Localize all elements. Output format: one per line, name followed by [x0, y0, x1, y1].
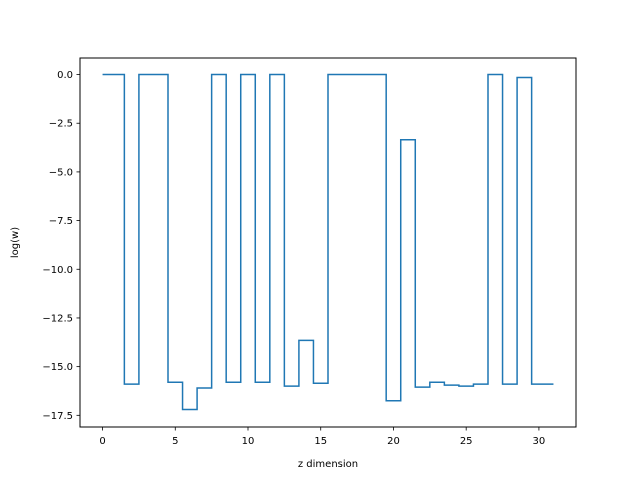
y-axis-label: log(w) [10, 227, 21, 258]
x-tick-label: 20 [387, 436, 400, 447]
series-line-0 [102, 73, 554, 411]
y-tick-label: −7.5 [49, 216, 73, 227]
y-tick-label: −15.0 [42, 362, 73, 373]
x-tick-label: 10 [242, 436, 255, 447]
x-axis: 0 5 10 15 20 25 30 [99, 427, 545, 447]
y-tick-label: −10.0 [42, 265, 73, 276]
x-tick-label: 5 [172, 436, 178, 447]
series-layer [102, 73, 554, 411]
x-tick-label: 25 [460, 436, 473, 447]
y-tick-label: −2.5 [49, 119, 73, 130]
y-tick-label: −5.0 [49, 167, 73, 178]
y-tick-label: −12.5 [42, 313, 73, 324]
x-tick-label: 0 [99, 436, 105, 447]
plot-frame [79, 57, 577, 428]
y-tick-label: −17.5 [42, 411, 73, 422]
x-tick-label: 15 [314, 436, 327, 447]
y-tick-label: 0.0 [57, 70, 73, 81]
y-axis: 0.0 −2.5 −5.0 −7.5 −10.0 −12.5 −15.0 −17.5 [42, 70, 80, 422]
x-tick-label: 30 [533, 436, 546, 447]
x-axis-label: z dimension [298, 459, 358, 470]
